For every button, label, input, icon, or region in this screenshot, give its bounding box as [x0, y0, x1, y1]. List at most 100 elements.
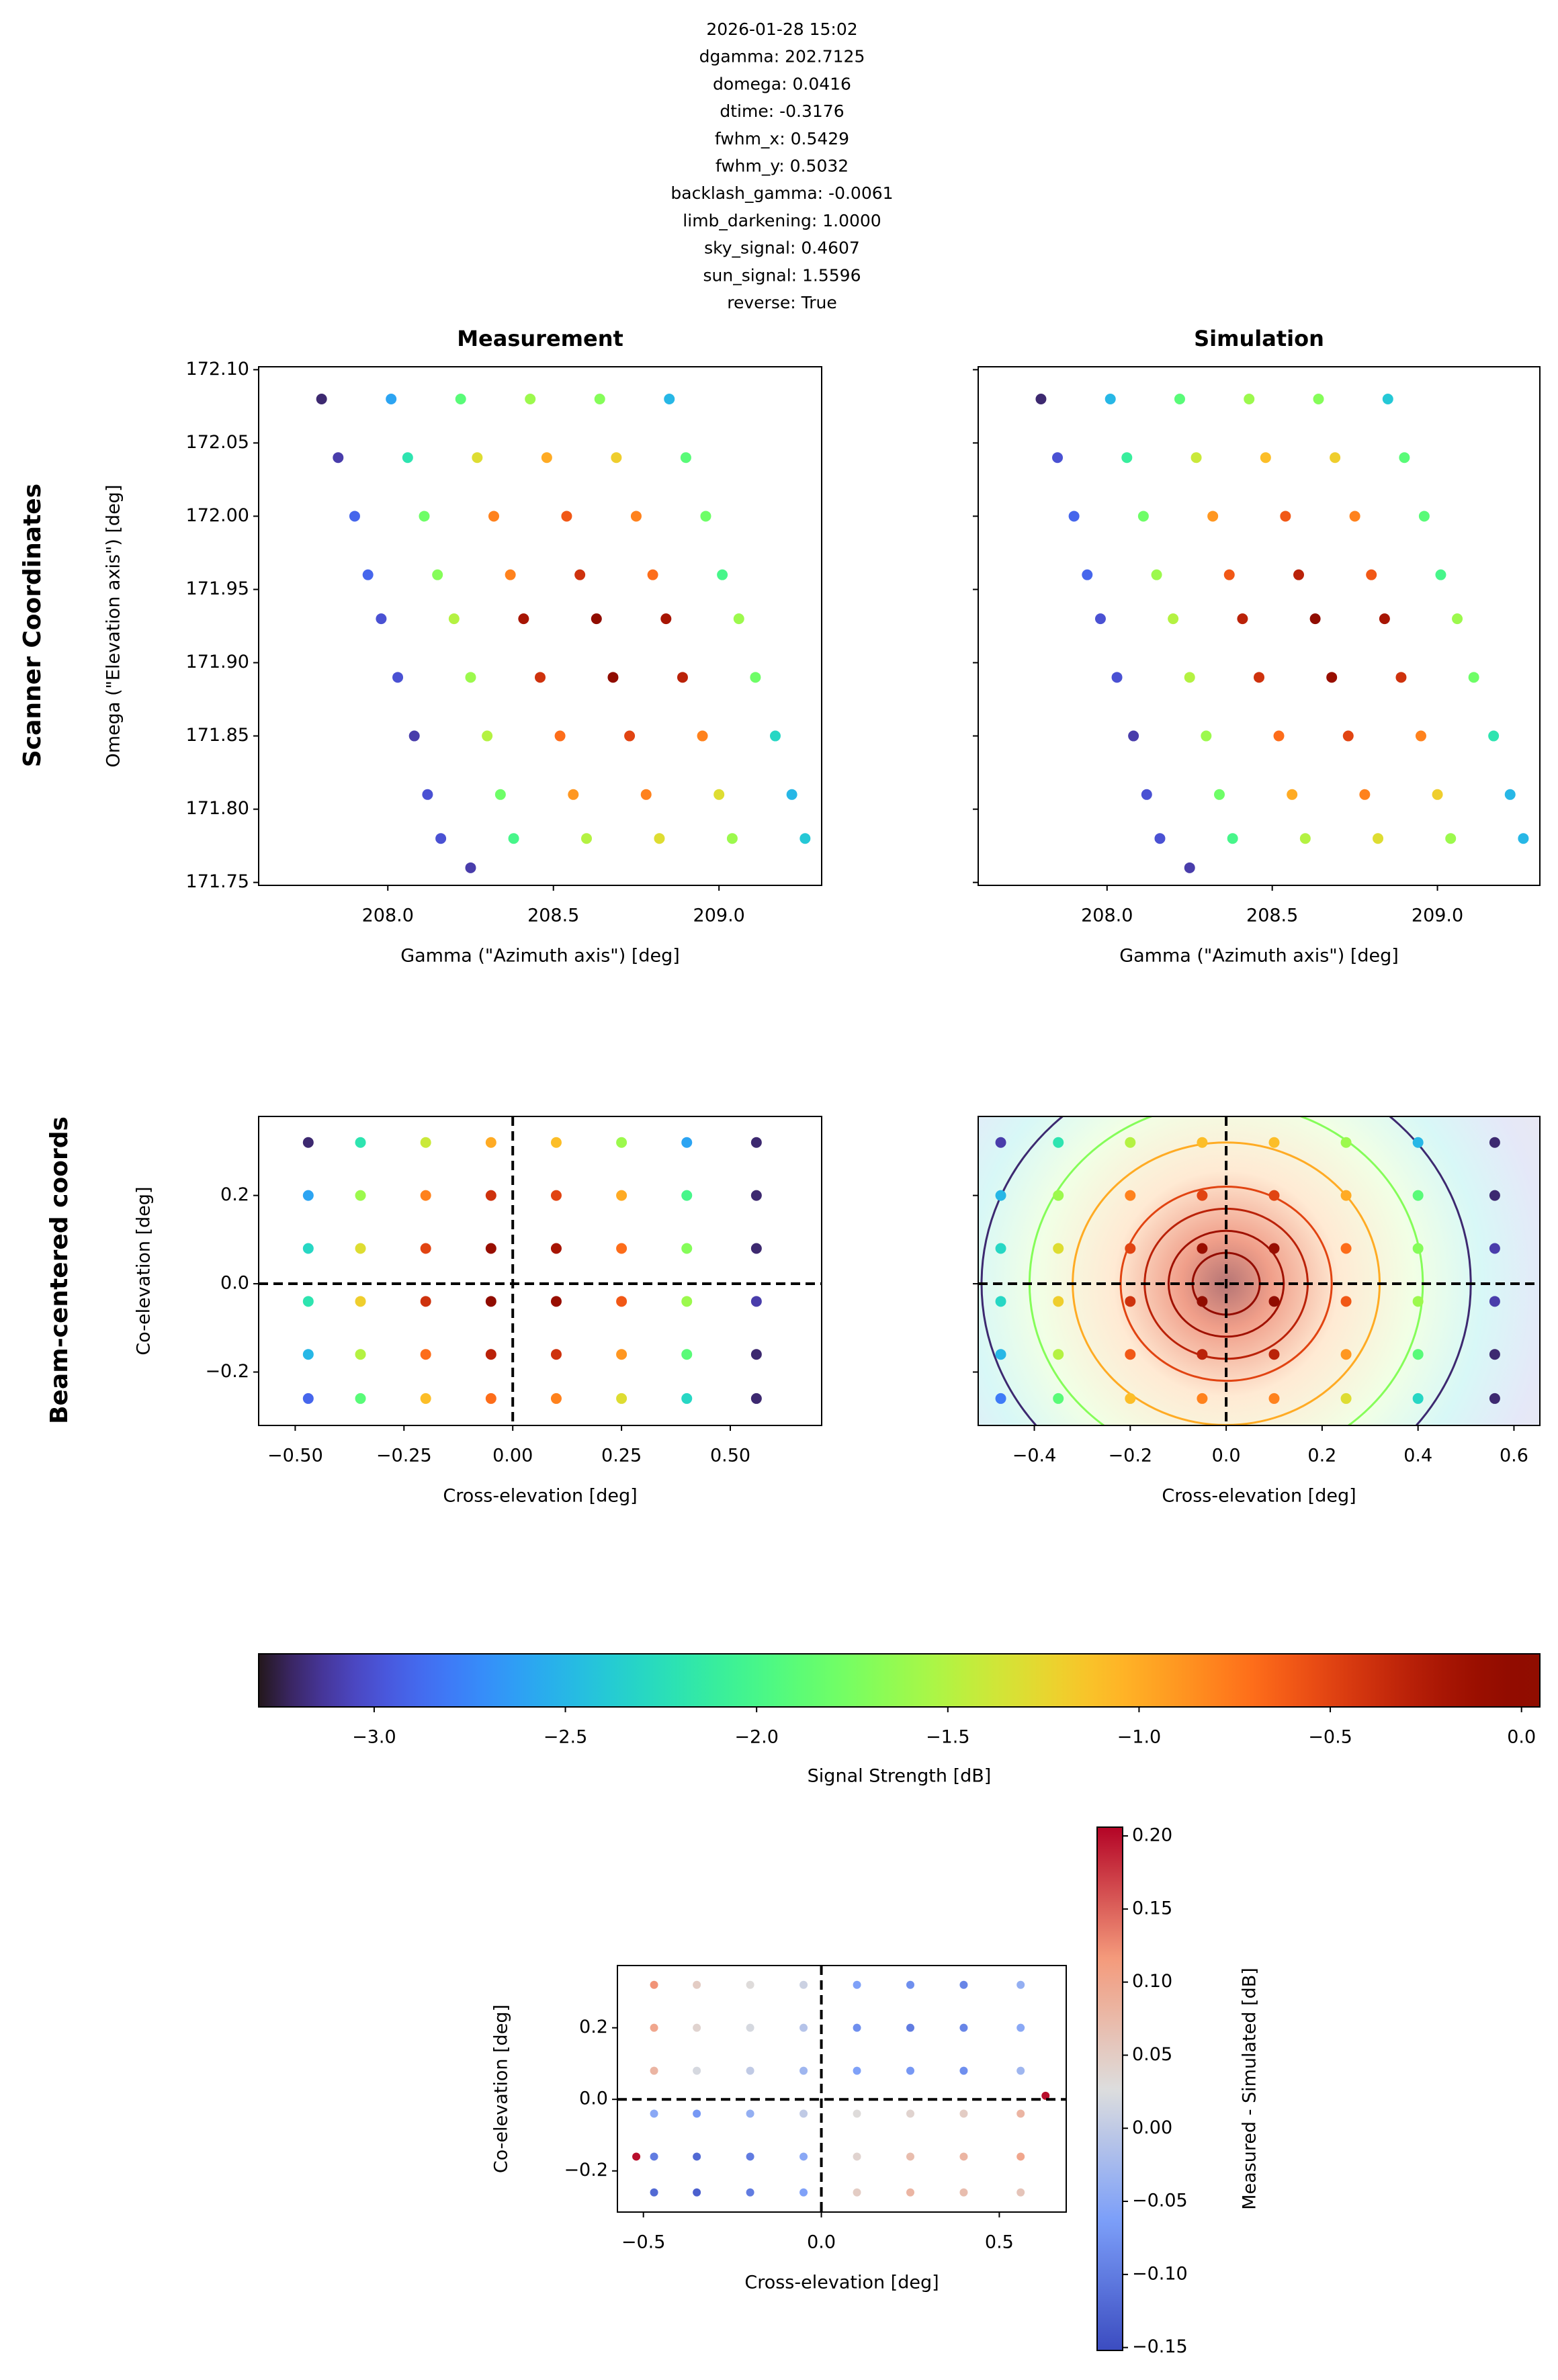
point — [746, 2152, 754, 2161]
point — [550, 1190, 562, 1201]
point — [1053, 1190, 1064, 1201]
y-tick-label: 171.90 — [186, 652, 249, 672]
point — [654, 833, 665, 844]
colorbar-tick-label: 0.15 — [1132, 1898, 1172, 1919]
x-tick-label: −0.25 — [376, 1446, 432, 1466]
point — [494, 789, 506, 800]
point — [906, 2152, 914, 2161]
point — [959, 2023, 968, 2032]
point — [355, 1190, 366, 1201]
point — [799, 2152, 808, 2161]
point — [1293, 569, 1305, 580]
colorbar-tick-label: −0.05 — [1132, 2191, 1188, 2211]
point — [1111, 672, 1123, 683]
point — [355, 1296, 366, 1307]
point — [750, 1190, 762, 1201]
point — [786, 789, 797, 800]
point — [616, 1349, 627, 1360]
y-tick-label: 0.0 — [220, 1273, 249, 1294]
point — [1191, 452, 1202, 464]
point — [1068, 511, 1080, 522]
point — [1260, 452, 1271, 464]
point — [1244, 393, 1255, 404]
point — [906, 1980, 914, 1989]
point — [465, 672, 476, 683]
y-tick-label: 172.05 — [186, 432, 249, 453]
x-tick-label: −0.2 — [1109, 1446, 1153, 1466]
point — [392, 672, 404, 683]
axes-title: Simulation — [1194, 326, 1324, 351]
y-tick-label: 0.0 — [579, 2088, 608, 2109]
point — [420, 1137, 431, 1148]
x-tick-label: 0.2 — [1307, 1446, 1336, 1466]
contour — [1119, 1185, 1333, 1382]
axes-frame — [978, 1116, 1541, 1426]
point — [1016, 2066, 1025, 2075]
point — [1399, 452, 1410, 464]
y-axis-label: Omega ("Elevation axis") [deg] — [103, 485, 124, 768]
point — [1041, 2091, 1050, 2100]
point — [995, 1190, 1006, 1201]
point — [302, 1137, 314, 1148]
point — [681, 1349, 693, 1360]
colorbar-tick-label: −1.5 — [926, 1727, 970, 1748]
point — [616, 1137, 627, 1148]
point — [750, 1243, 762, 1254]
point — [362, 569, 374, 580]
point — [485, 1349, 496, 1360]
point — [1125, 1296, 1136, 1307]
point — [1268, 1393, 1280, 1404]
x-tick-label: 0.4 — [1403, 1446, 1432, 1466]
point — [568, 789, 579, 800]
point — [1340, 1349, 1352, 1360]
point — [853, 2109, 861, 2118]
y-tick-label: 0.2 — [579, 2017, 608, 2037]
x-axis-label: Gamma ("Azimuth axis") [deg] — [400, 946, 680, 967]
point — [1213, 789, 1225, 800]
point — [1168, 613, 1179, 625]
point — [581, 833, 593, 844]
point — [1435, 569, 1446, 580]
colorbar-tick-label: 0.05 — [1132, 2044, 1172, 2065]
point — [550, 1349, 562, 1360]
point — [906, 2188, 914, 2197]
point — [1359, 789, 1371, 800]
point — [355, 1137, 366, 1148]
point — [1268, 1190, 1280, 1201]
point — [1137, 511, 1149, 522]
point — [1053, 1243, 1064, 1254]
x-tick-label: 0.25 — [601, 1446, 642, 1466]
point — [1366, 569, 1377, 580]
point — [525, 393, 536, 404]
point — [959, 2152, 968, 2161]
point — [630, 511, 642, 522]
point — [541, 452, 552, 464]
point — [1412, 1243, 1424, 1254]
point — [1125, 1190, 1136, 1201]
point — [1125, 1137, 1136, 1148]
point — [697, 730, 708, 742]
y-axis-label: Co-elevation [deg] — [491, 2004, 512, 2173]
y-tick-label: 171.85 — [186, 725, 249, 746]
plot-area — [316, 393, 811, 873]
point — [554, 730, 566, 742]
point — [1412, 1137, 1424, 1148]
header-line: reverse: True — [727, 293, 836, 312]
point — [432, 569, 443, 580]
point — [1518, 833, 1529, 844]
point — [1488, 730, 1500, 742]
point — [611, 452, 622, 464]
point — [1415, 730, 1426, 742]
point — [959, 1980, 968, 1989]
point — [799, 2066, 808, 2075]
point — [448, 613, 460, 625]
point — [420, 1190, 431, 1201]
point — [594, 393, 605, 404]
point — [1309, 613, 1321, 625]
point — [647, 569, 658, 580]
point — [355, 1243, 366, 1254]
y-tick-label: 0.2 — [220, 1184, 249, 1205]
point — [472, 452, 483, 464]
x-tick-label: 209.0 — [1412, 906, 1463, 926]
point — [681, 1137, 693, 1148]
